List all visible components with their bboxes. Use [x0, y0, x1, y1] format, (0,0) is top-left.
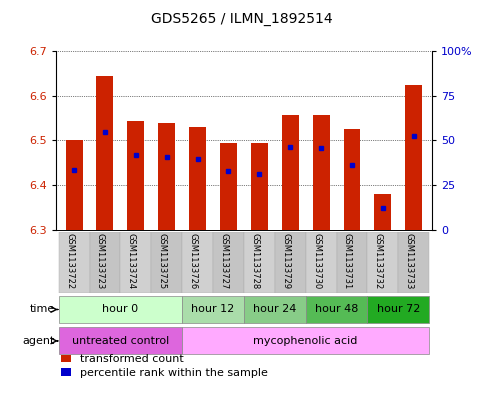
- Text: hour 48: hour 48: [315, 305, 358, 314]
- Bar: [213, 232, 244, 293]
- Text: GSM1133722: GSM1133722: [65, 233, 74, 289]
- Bar: [120, 232, 151, 293]
- Text: GSM1133726: GSM1133726: [188, 233, 198, 289]
- Bar: [374, 194, 391, 230]
- Bar: [58, 232, 89, 293]
- Bar: [343, 129, 360, 230]
- Bar: [182, 232, 213, 293]
- Text: GSM1133725: GSM1133725: [158, 233, 167, 289]
- Bar: [306, 232, 337, 293]
- Text: GSM1133733: GSM1133733: [405, 233, 414, 290]
- Bar: [220, 143, 237, 230]
- Bar: [58, 296, 182, 323]
- Bar: [405, 84, 422, 230]
- Text: GSM1133723: GSM1133723: [96, 233, 105, 289]
- Bar: [275, 232, 306, 293]
- Bar: [158, 123, 175, 230]
- Bar: [189, 127, 206, 230]
- Text: hour 0: hour 0: [102, 305, 139, 314]
- Legend: transformed count, percentile rank within the sample: transformed count, percentile rank withi…: [61, 354, 268, 378]
- Text: hour 12: hour 12: [191, 305, 235, 314]
- Bar: [282, 115, 298, 230]
- Text: GDS5265 / ILMN_1892514: GDS5265 / ILMN_1892514: [151, 11, 332, 26]
- Bar: [306, 296, 368, 323]
- Bar: [251, 143, 268, 230]
- Bar: [151, 232, 182, 293]
- Bar: [244, 296, 306, 323]
- Bar: [313, 115, 329, 230]
- Text: GSM1133729: GSM1133729: [281, 233, 290, 289]
- Bar: [182, 327, 429, 354]
- Bar: [97, 76, 114, 230]
- Bar: [368, 232, 398, 293]
- Bar: [66, 140, 83, 230]
- Text: GSM1133732: GSM1133732: [374, 233, 383, 289]
- Bar: [337, 232, 368, 293]
- Bar: [182, 296, 244, 323]
- Text: hour 24: hour 24: [253, 305, 297, 314]
- Bar: [244, 232, 275, 293]
- Bar: [368, 296, 429, 323]
- Text: GSM1133731: GSM1133731: [343, 233, 352, 289]
- Text: GSM1133730: GSM1133730: [312, 233, 321, 289]
- Bar: [58, 327, 182, 354]
- Text: time: time: [29, 305, 55, 314]
- Bar: [128, 121, 144, 230]
- Text: GSM1133727: GSM1133727: [219, 233, 228, 289]
- Text: agent: agent: [23, 336, 55, 346]
- Text: GSM1133724: GSM1133724: [127, 233, 136, 289]
- Text: mycophenolic acid: mycophenolic acid: [254, 336, 358, 346]
- Bar: [89, 232, 120, 293]
- Text: untreated control: untreated control: [72, 336, 169, 346]
- Bar: [398, 232, 429, 293]
- Text: GSM1133728: GSM1133728: [250, 233, 259, 289]
- Text: hour 72: hour 72: [377, 305, 420, 314]
